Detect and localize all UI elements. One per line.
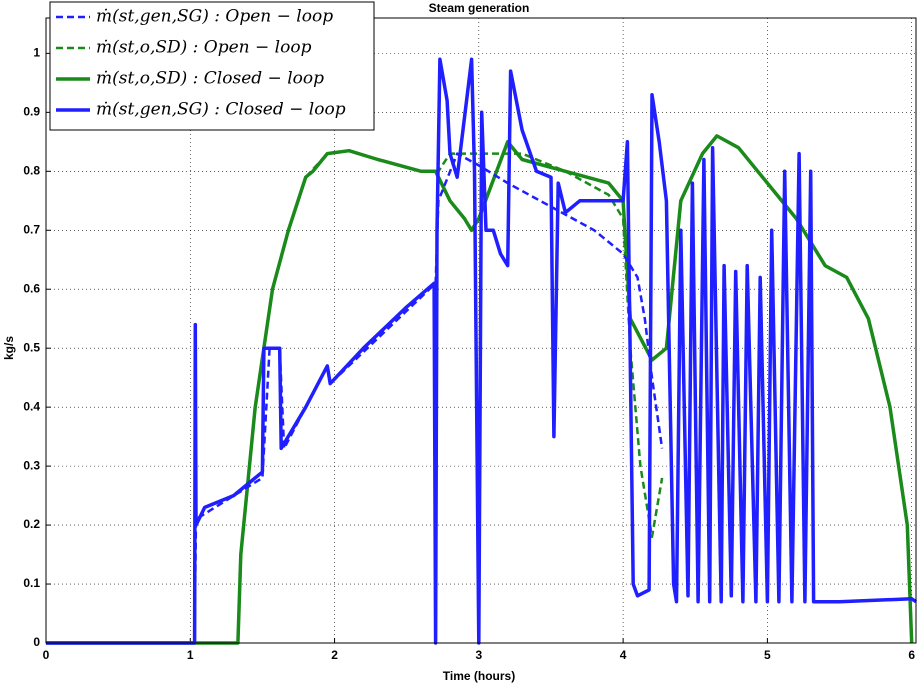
x-tick-label: 2 xyxy=(331,648,338,662)
y-tick-label: 0.4 xyxy=(23,399,40,413)
x-tick-label: 5 xyxy=(764,648,771,662)
legend: ṁ(st,gen,SG) : Open − loop ṁ(st,o,SD) : O… xyxy=(49,1,375,131)
legend-label: ṁ(st,o,SD) : Open − loop xyxy=(96,38,312,58)
y-tick-label: 0.7 xyxy=(23,222,40,236)
legend-label: ṁ(st,o,SD) : Closed − loop xyxy=(96,69,324,89)
legend-label: ṁ(st,gen,SG) : Open − loop xyxy=(96,7,333,27)
y-tick-label: 1 xyxy=(33,46,40,60)
legend-label: ṁ(st,gen,SG) : Closed − loop xyxy=(96,100,346,120)
y-axis-label: kg/s xyxy=(2,336,16,360)
y-tick-label: 0.2 xyxy=(23,517,40,531)
y-tick-label: 0.5 xyxy=(23,340,40,354)
legend-box xyxy=(49,1,375,131)
x-tick-label: 3 xyxy=(475,648,482,662)
y-tick-label: 0.1 xyxy=(23,576,40,590)
x-tick-label: 4 xyxy=(620,648,627,662)
plot-frame xyxy=(45,17,917,644)
chart-title: Steam generation xyxy=(429,1,530,15)
x-tick-label: 0 xyxy=(43,648,50,662)
y-tick-label: 0.9 xyxy=(23,105,40,119)
y-tick-label: 0.3 xyxy=(23,458,40,472)
y-tick-label: 0 xyxy=(33,635,40,649)
y-tick-label: 0.6 xyxy=(23,281,40,295)
x-tick-label: 1 xyxy=(187,648,194,662)
y-tick-label: 0.8 xyxy=(23,163,40,177)
data-line xyxy=(46,57,917,645)
x-axis-label: Time (hours) xyxy=(443,669,515,683)
data-line xyxy=(46,134,914,645)
x-tick-label: 6 xyxy=(908,648,915,662)
